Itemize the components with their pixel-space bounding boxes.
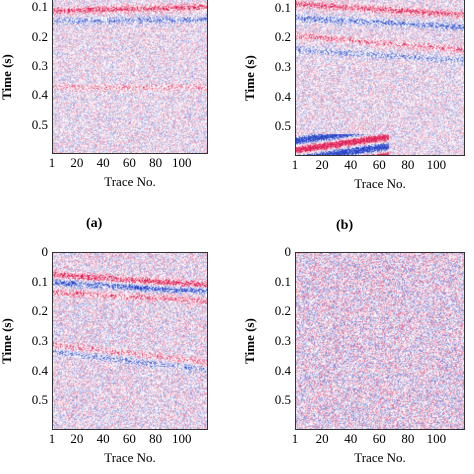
x-tick-label: 40 (96, 431, 110, 446)
x-tick-label: 80 (401, 431, 415, 446)
y-tick-label: 0.2 (274, 29, 291, 45)
y-tick-label: 0.4 (274, 362, 291, 378)
x-tick-label: 40 (344, 431, 358, 446)
x-tick-label: 60 (372, 157, 386, 172)
panel-caption: (b) (336, 218, 354, 233)
seismic-plot-d (295, 252, 465, 430)
seismic-image-b (296, 0, 464, 155)
seismic-image-c (53, 253, 207, 429)
x-tick-label: 1 (48, 431, 56, 446)
x-axis-label: Trace No. (104, 450, 156, 465)
seismic-plot-b (295, 0, 465, 156)
x-tick-label: 1 (291, 431, 299, 446)
y-tick-label: 0.4 (31, 362, 48, 378)
x-tick-label: 100 (426, 431, 447, 446)
x-tick-label: 60 (122, 155, 136, 170)
y-tick-label: 0.5 (31, 392, 48, 408)
x-tick-label: 80 (149, 431, 163, 446)
y-tick-label: 0.4 (274, 88, 291, 104)
x-tick-label: 60 (122, 431, 136, 446)
y-tick-label: 0.4 (31, 87, 48, 103)
y-tick-label: 0.5 (31, 116, 48, 132)
x-tick-label: 20 (70, 155, 84, 170)
y-tick-label: 0.2 (274, 303, 291, 319)
y-tick-label: 0.5 (274, 392, 291, 408)
x-tick-label: 60 (372, 431, 386, 446)
y-axis-label: Time (s) (0, 54, 14, 100)
seismic-image-d (296, 253, 464, 429)
x-tick-label: 80 (401, 157, 415, 172)
seismic-plot-c (52, 252, 208, 430)
y-tick-label: 0.2 (31, 303, 48, 319)
y-tick-label: 0.3 (31, 58, 48, 73)
x-tick-label: 20 (70, 431, 84, 446)
x-tick-label: 1 (48, 155, 56, 170)
y-tick-label: 0.1 (274, 0, 291, 15)
x-tick-label: 1 (291, 157, 299, 172)
x-tick-label: 100 (426, 157, 447, 172)
y-tick-label: 0.1 (31, 273, 48, 289)
seismic-image-a (53, 0, 207, 153)
y-tick-label: 0.1 (31, 0, 48, 15)
x-axis-label: Trace No. (104, 174, 156, 189)
y-tick-label: 0.1 (274, 273, 291, 289)
y-tick-label: 0 (284, 244, 292, 259)
x-tick-label: 100 (172, 155, 192, 170)
x-axis-label: Trace No. (354, 450, 406, 465)
seismic-plot-a (52, 0, 208, 154)
x-tick-label: 100 (172, 431, 192, 446)
x-tick-label: 80 (149, 155, 163, 170)
y-tick-label: 0.3 (31, 333, 48, 348)
y-axis-label: Time (s) (242, 55, 257, 101)
y-tick-label: 0.3 (274, 59, 291, 74)
y-axis-label: Time (s) (0, 318, 14, 364)
y-axis-label: Time (s) (242, 318, 257, 364)
panel-caption: (a) (86, 216, 103, 231)
x-tick-label: 40 (344, 157, 358, 172)
x-axis-label: Trace No. (354, 176, 406, 191)
y-tick-label: 0.3 (274, 333, 291, 348)
y-tick-label: 0 (41, 244, 49, 259)
x-tick-label: 20 (315, 431, 329, 446)
y-tick-label: 0.5 (274, 118, 291, 134)
y-tick-label: 0.2 (31, 28, 48, 44)
x-tick-label: 40 (96, 155, 110, 170)
x-tick-label: 20 (315, 157, 329, 172)
